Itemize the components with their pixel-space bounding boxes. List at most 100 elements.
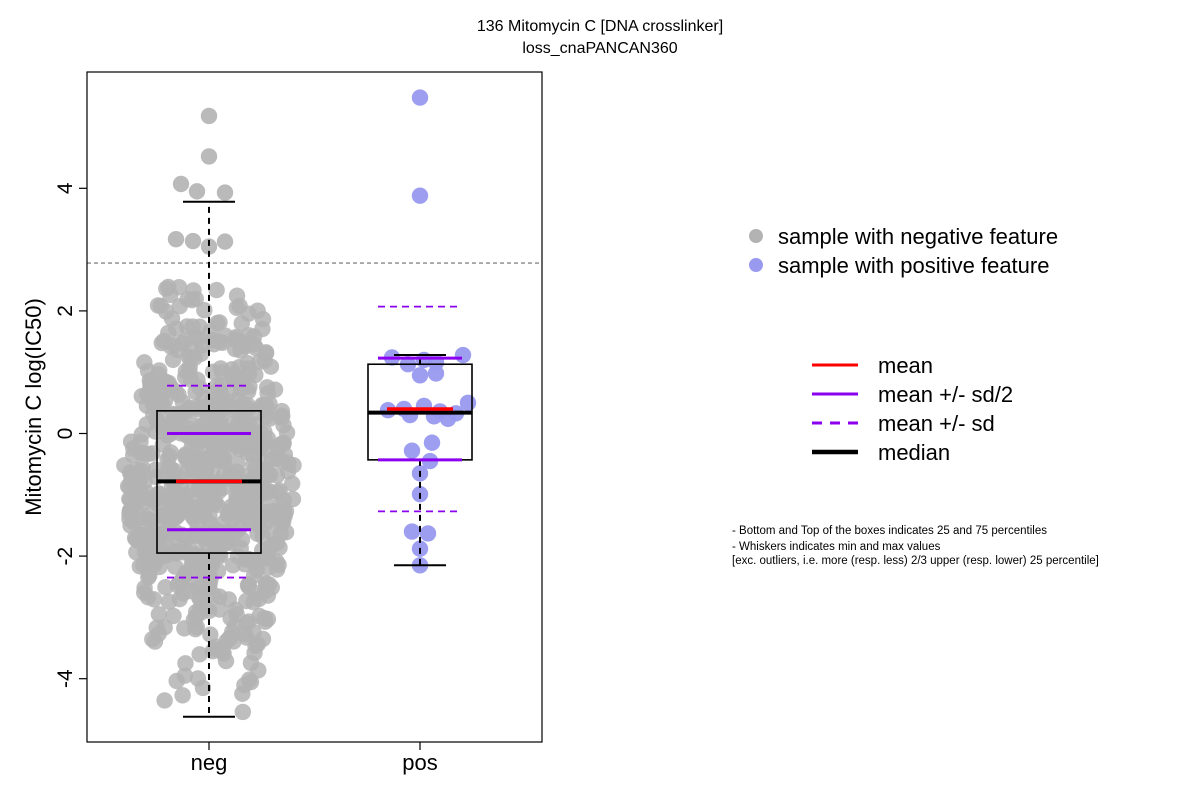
neg-point [200,107,218,125]
neg-point [174,687,191,704]
neg-point [271,505,289,522]
neg-point [177,363,195,380]
plot-frame [86,71,543,743]
neg-point [224,556,242,574]
neg-point [246,644,263,662]
neg-point [157,579,174,596]
neg-point [206,418,224,436]
neg-point [245,336,263,353]
neg-point [259,587,277,604]
neg-point [210,483,228,500]
legend-line-label: median [878,440,950,465]
neg-point [257,613,274,630]
neg-point [144,631,161,648]
neg-point [177,655,194,672]
neg-point [242,673,260,691]
neg-point [131,558,149,575]
neg-point [216,233,234,250]
neg-point [121,510,138,528]
note-outliers: [exc. outliers, i.e. more (resp. less) 2… [732,555,1099,567]
neg-point [257,344,275,361]
neg-point [208,444,226,462]
neg-point [192,426,209,444]
neg-point [160,374,177,392]
pos-point [411,89,429,106]
neg-point [189,371,206,389]
neg-point [191,646,208,663]
neg-point [229,371,246,389]
neg-point [179,501,197,519]
neg-point [132,444,149,461]
pos-point [423,434,441,451]
neg-point [201,506,218,524]
neg-point [133,426,150,443]
note-percentiles: - Bottom and Top of the boxes indicates … [732,525,1047,537]
neg-point [202,322,219,340]
neg-point [165,607,182,625]
neg-point [167,230,185,248]
neg-point [167,523,184,541]
neg-point [284,490,302,508]
neg-point [141,506,158,524]
neg-point [179,291,196,308]
neg-point [157,547,175,564]
neg-point [181,399,198,416]
plot-area: -4 -2 0 2 4 neg pos Mitomycin C log(IC50) [21,71,543,775]
neg-point [222,534,239,551]
pos-point [411,187,429,204]
neg-point [234,703,252,721]
neg-point [150,606,168,623]
neg-point [217,652,235,670]
neg-point [200,238,218,255]
y-tick-label: 4 [54,182,77,194]
neg-point [164,405,182,423]
neg-point [258,379,276,396]
neg-point [228,299,246,316]
neg-point [283,475,301,492]
neg-point [227,437,244,454]
neg-point [123,469,141,487]
neg-point [240,613,257,630]
neg-point [241,416,258,433]
neg-point [187,329,204,346]
neg-point [156,692,173,709]
neg-point [238,592,255,610]
neg-point [172,175,190,193]
neg-point [142,376,159,394]
neg-point [256,423,273,441]
legend-point-label: sample with negative feature [778,224,1058,249]
legend-point-marker [749,229,763,243]
neg-point [152,297,169,315]
neg-point [262,538,279,556]
neg-point [170,279,188,296]
pos-point [403,523,421,540]
neg-points [116,107,302,721]
neg-point [228,287,246,304]
neg-point [246,483,264,500]
neg-point [277,524,295,541]
neg-point [195,389,212,407]
legend-line-label: mean [878,353,933,378]
neg-point [260,467,277,484]
pos-point [439,410,457,427]
neg-point [157,466,174,483]
legend: sample with negative feature sample with … [749,224,1058,465]
neg-point [151,362,168,379]
boxplot-neg [156,200,262,718]
neg-point [200,148,218,165]
neg-point [166,558,184,575]
neg-point [224,623,241,641]
note-whiskers: - Whiskers indicates min and max values [732,541,941,553]
neg-point [222,609,239,627]
neg-point [176,620,193,637]
neg-point [196,463,214,481]
neg-point [220,591,237,608]
neg-point [168,672,185,690]
pos-point [411,367,429,384]
neg-point [130,486,147,504]
neg-point [271,482,288,499]
neg-point [189,670,207,687]
y-tick-label: -2 [54,547,77,566]
neg-point [158,418,175,435]
